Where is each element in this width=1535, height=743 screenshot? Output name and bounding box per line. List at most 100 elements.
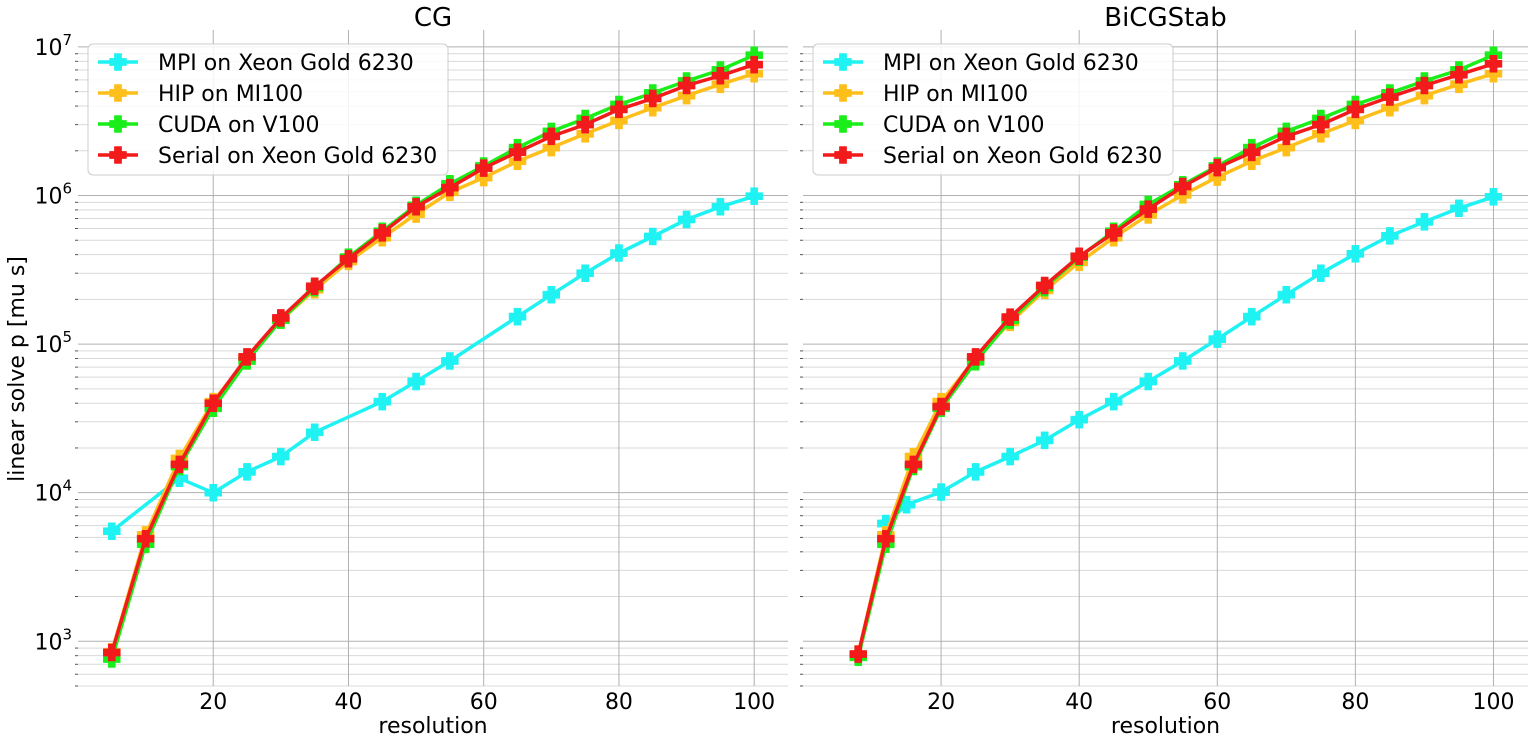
legend-marker <box>109 146 127 164</box>
data-point <box>542 285 561 304</box>
data-point <box>103 522 121 541</box>
data-point <box>508 143 527 161</box>
data-point <box>1346 100 1365 119</box>
data-point <box>1312 115 1330 134</box>
data-point <box>542 127 561 146</box>
y-tick-label: 104 <box>34 477 72 507</box>
legend-marker <box>834 53 852 71</box>
x-tick-label: 40 <box>334 690 362 715</box>
data-point <box>1001 308 1019 326</box>
series-mpi-on-xeon-gold-6230 <box>103 187 763 541</box>
x-tick-label: 40 <box>1065 690 1093 715</box>
legend-marker <box>834 84 852 102</box>
data-point <box>610 100 628 119</box>
legend-item: MPI on Xeon Gold 6230 <box>823 51 1139 76</box>
data-point <box>1001 447 1019 466</box>
legend-item: Serial on Xeon Gold 6230 <box>823 144 1162 169</box>
data-point <box>745 55 763 74</box>
legend-item: CUDA on V100 <box>823 113 1045 138</box>
y-tick-label: 105 <box>34 328 72 358</box>
x-tick-label: 80 <box>605 690 633 715</box>
data-point <box>711 66 730 85</box>
legend-label: Serial on Xeon Gold 6230 <box>883 144 1162 169</box>
data-point <box>576 115 594 134</box>
data-point <box>1415 213 1434 231</box>
legend-label: CUDA on V100 <box>158 113 320 138</box>
data-point <box>849 645 867 663</box>
legend-label: Serial on Xeon Gold 6230 <box>158 144 437 169</box>
data-point <box>1450 65 1468 84</box>
data-point <box>1104 392 1123 411</box>
x-axis-label: resolution <box>378 714 487 739</box>
data-point <box>1035 276 1054 295</box>
legend-box <box>87 43 449 176</box>
series-serial-on-xeon-gold-6230 <box>849 55 1503 663</box>
data-point <box>1450 199 1468 218</box>
data-point <box>677 210 696 229</box>
data-point <box>272 309 290 327</box>
data-point <box>1346 245 1365 263</box>
data-point <box>966 348 985 366</box>
legend-label: HIP on MI100 <box>883 82 1028 107</box>
data-point <box>238 463 256 481</box>
chart-title: CG <box>414 3 452 33</box>
data-point <box>966 463 985 481</box>
data-point <box>441 352 459 370</box>
legend-label: MPI on Xeon Gold 6230 <box>883 51 1139 76</box>
legend-item: HIP on MI100 <box>98 82 303 107</box>
legend: MPI on Xeon Gold 6230 HIP on MI100 CUDA on… <box>87 43 449 176</box>
data-point <box>1104 224 1123 242</box>
data-point <box>1139 200 1157 218</box>
data-point <box>1035 431 1054 450</box>
y-tick-label: 103 <box>34 625 72 655</box>
data-point <box>339 250 358 268</box>
x-tick-label: 60 <box>470 690 498 715</box>
data-point <box>1070 410 1088 429</box>
data-point <box>1277 285 1296 304</box>
legend-item: CUDA on V100 <box>98 113 320 138</box>
data-point <box>1381 88 1399 106</box>
y-axis-label: linear solve p [mu s] <box>5 256 30 482</box>
data-point <box>474 159 493 177</box>
data-point <box>272 447 290 466</box>
data-point <box>1139 372 1157 391</box>
series-serial-on-xeon-gold-6230 <box>103 55 763 662</box>
legend-marker <box>834 146 852 164</box>
data-point <box>1243 143 1261 162</box>
x-tick-label: 20 <box>927 690 955 715</box>
data-point <box>373 224 392 242</box>
data-point <box>170 455 189 474</box>
data-point <box>1174 352 1192 370</box>
data-point <box>644 227 662 246</box>
legend-label: CUDA on V100 <box>883 113 1045 138</box>
y-tick-label: 107 <box>34 31 72 61</box>
data-point <box>904 455 923 474</box>
data-point <box>1070 247 1088 266</box>
data-point <box>1312 264 1330 282</box>
y-tick-label: 106 <box>34 180 72 210</box>
legend-label: HIP on MI100 <box>158 82 303 107</box>
cg-panel: CG 20 40 60 80 100 resolution 103 104 105 106 107 MP… <box>34 3 788 739</box>
bicgstab-panel: BiCGStab 20 40 60 80 100 resolution MPI on Xeon… <box>800 3 1528 739</box>
data-point <box>204 394 222 412</box>
data-point <box>644 89 662 108</box>
legend-label: MPI on Xeon Gold 6230 <box>158 51 414 76</box>
data-point <box>877 529 895 548</box>
data-point <box>508 307 527 326</box>
data-point <box>932 397 950 416</box>
x-tick-label: 60 <box>1203 690 1231 715</box>
legend-item: Serial on Xeon Gold 6230 <box>98 144 437 169</box>
legend-marker <box>109 53 127 71</box>
x-tick-label: 100 <box>733 690 775 715</box>
data-point <box>1243 307 1261 326</box>
data-point <box>1484 188 1503 206</box>
legend-marker <box>109 115 127 133</box>
x-tick-label: 20 <box>199 690 227 715</box>
data-point <box>1174 177 1192 196</box>
data-point <box>677 76 696 95</box>
x-tick-label: 100 <box>1472 690 1514 715</box>
data-point <box>238 348 256 366</box>
data-point <box>610 244 628 262</box>
data-point <box>932 483 950 501</box>
data-point <box>204 483 222 502</box>
